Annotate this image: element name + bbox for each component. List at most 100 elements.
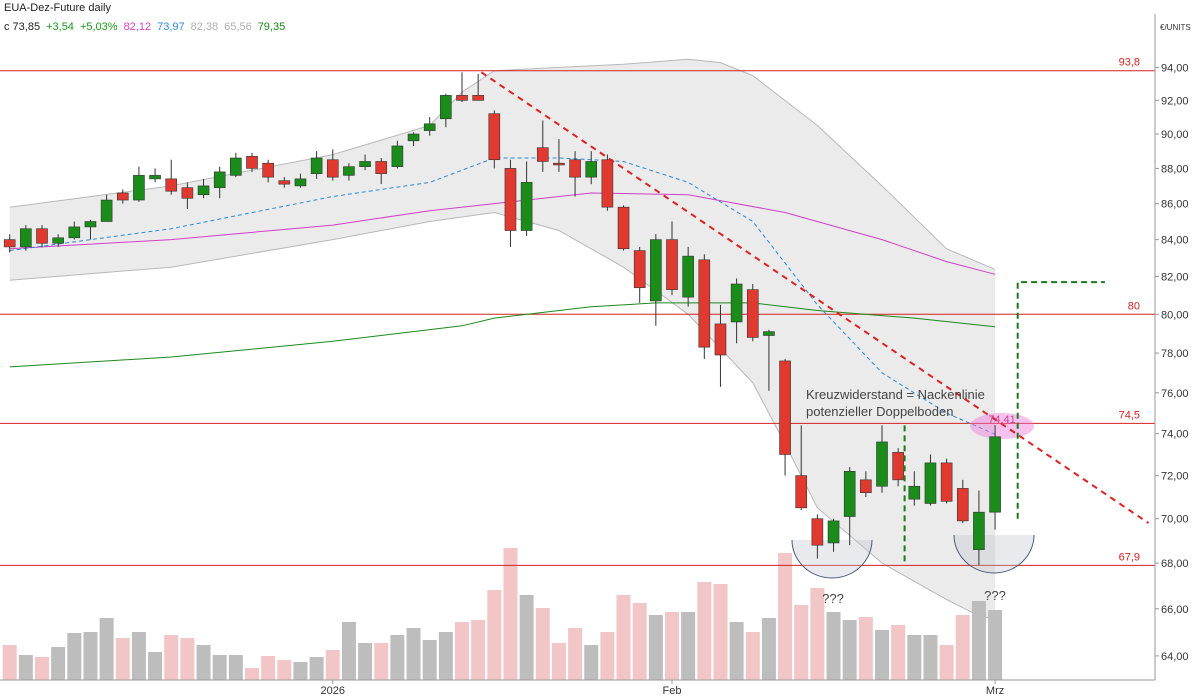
candle-body: [940, 462, 953, 502]
y-tick-label: 90,00: [1161, 129, 1189, 141]
x-tick-label: 2026: [321, 685, 345, 697]
volume-bar: [907, 635, 922, 680]
candle-body: [472, 95, 484, 101]
volume-bar: [551, 643, 566, 680]
volume-bar: [148, 652, 163, 680]
indicator-layer: [9, 157, 996, 435]
volume-bar: [535, 608, 550, 680]
candle-body: [230, 157, 242, 176]
y-tick-label: 94,00: [1161, 62, 1189, 74]
candle-body: [262, 162, 274, 178]
annotation: Kreuzwiderstand = Nackenlinie: [806, 387, 985, 402]
volume-bar: [390, 635, 405, 680]
volume-bar: [438, 632, 453, 680]
volume-bar: [180, 638, 195, 680]
y-tick-label: 86,00: [1161, 199, 1189, 211]
bottom-arc: [791, 539, 873, 579]
volume-bar: [891, 625, 906, 680]
volume-bar: [713, 584, 728, 680]
volume-bar: [309, 657, 324, 680]
candle-body: [36, 228, 48, 244]
candle-body: [956, 488, 969, 522]
y-tick-label: 68,00: [1161, 558, 1189, 570]
candle-body: [892, 452, 904, 481]
candle-body: [714, 323, 727, 356]
candle-body: [876, 441, 888, 487]
candle-body: [213, 171, 226, 188]
candle-body: [100, 199, 113, 222]
volume-bar: [83, 632, 98, 680]
y-tick-label: 80,00: [1161, 309, 1189, 321]
volume-bar: [131, 632, 146, 680]
volume-bar: [584, 645, 599, 680]
volume-bar: [51, 647, 66, 680]
y-tick-label: 70,00: [1161, 514, 1189, 526]
volume-bar: [681, 612, 696, 680]
highlight-ellipse: [970, 413, 1034, 439]
legend: c 73,85 +3,54 +5,03% 82,12 73,97 82,38 65,56 79…: [4, 21, 291, 33]
volume-bar: [18, 655, 33, 680]
candle-body: [763, 331, 775, 336]
annotation: 74,41: [988, 414, 1016, 426]
volume-bar: [212, 655, 227, 680]
y-tick-label: 64,00: [1161, 651, 1189, 663]
volume-bar: [228, 655, 243, 680]
candle-body: [601, 159, 614, 208]
volume-bar: [519, 595, 534, 680]
volume-bar: [778, 553, 793, 680]
volume-bar: [761, 618, 776, 680]
candle-body: [520, 182, 533, 231]
candle-body: [133, 175, 145, 201]
candle-body: [843, 471, 856, 517]
volume-bar: [858, 617, 873, 680]
y-unit: €/UNITS: [1160, 23, 1191, 32]
candle-body: [197, 185, 210, 196]
candle-body: [682, 255, 694, 298]
volume-bar: [665, 612, 679, 680]
volume-bar: [277, 660, 292, 680]
candle-body: [375, 161, 388, 174]
volume-bar: [487, 590, 502, 680]
volume-bar: [2, 645, 17, 680]
volume-bar: [164, 635, 179, 680]
y-tick-label: 76,00: [1161, 388, 1189, 400]
volume-bar: [939, 645, 954, 680]
y-tick-label: 82,00: [1161, 272, 1189, 284]
volume-bar: [616, 595, 631, 680]
overlay-layer: [480, 71, 1150, 566]
volume-bar: [697, 582, 712, 680]
x-tick-label: Feb: [663, 685, 682, 697]
y-tick-label: 78,00: [1161, 348, 1189, 360]
candle-body: [310, 157, 323, 174]
band-upper: [9, 58, 996, 270]
x-tick-label: Mrz: [986, 685, 1004, 697]
legend-value: 73,97: [157, 21, 185, 33]
moving-average: [9, 157, 996, 435]
volume-bar: [794, 605, 809, 680]
volume-bar: [196, 645, 211, 680]
legend-value: 82,12: [123, 21, 152, 33]
candle-body: [730, 283, 743, 323]
legend-value: +3,54: [46, 21, 74, 33]
level-layer: 93,8 80 74,5 67,9: [0, 57, 1155, 566]
candle-body: [908, 485, 921, 500]
candle-body: [407, 133, 420, 142]
level-label: 80: [1128, 300, 1140, 312]
moving-average: [9, 192, 996, 275]
annotation: ???: [822, 591, 844, 606]
volume-bar: [503, 548, 518, 680]
legend-value: +5,03%: [79, 21, 118, 33]
candle-body: [827, 520, 840, 544]
candle-body: [165, 178, 178, 192]
level-label: 67,9: [1119, 551, 1140, 563]
candle-body: [860, 479, 872, 493]
candle-body: [20, 228, 32, 248]
legend-value: 79,35: [257, 21, 286, 33]
candle-body: [391, 145, 404, 167]
level-label: 74,5: [1119, 409, 1140, 421]
bowl-layer: [791, 413, 1035, 579]
volume-bar: [293, 662, 308, 680]
volume-bar: [471, 620, 486, 680]
